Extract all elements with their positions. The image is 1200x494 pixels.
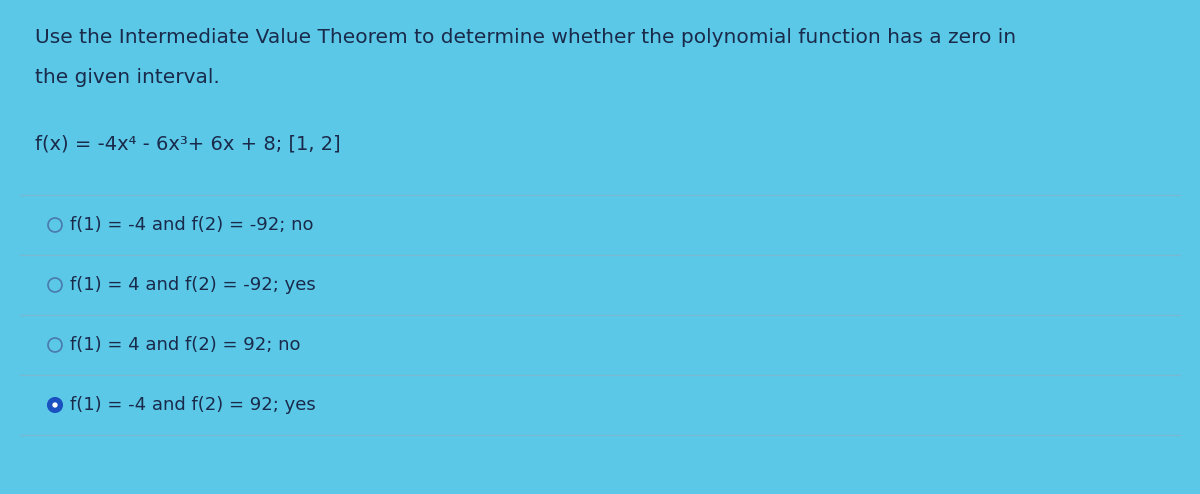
Text: f(1) = 4 and f(2) = 92; no: f(1) = 4 and f(2) = 92; no: [70, 336, 300, 354]
Circle shape: [48, 218, 62, 232]
Text: f(x) = -4x⁴ - 6x³+ 6x + 8; [1, 2]: f(x) = -4x⁴ - 6x³+ 6x + 8; [1, 2]: [35, 135, 341, 154]
Text: f(1) = 4 and f(2) = -92; yes: f(1) = 4 and f(2) = -92; yes: [70, 276, 316, 294]
Text: f(1) = -4 and f(2) = -92; no: f(1) = -4 and f(2) = -92; no: [70, 216, 313, 234]
Text: f(1) = -4 and f(2) = 92; yes: f(1) = -4 and f(2) = 92; yes: [70, 396, 316, 414]
Circle shape: [48, 338, 62, 352]
Circle shape: [48, 278, 62, 292]
Circle shape: [48, 398, 62, 412]
Text: the given interval.: the given interval.: [35, 68, 220, 87]
Circle shape: [53, 402, 58, 408]
Text: Use the Intermediate Value Theorem to determine whether the polynomial function : Use the Intermediate Value Theorem to de…: [35, 28, 1016, 47]
